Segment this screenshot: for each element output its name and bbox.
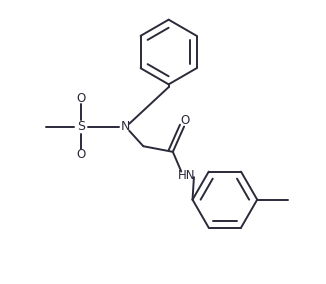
Text: O: O [181, 114, 190, 128]
Text: HN: HN [178, 169, 196, 182]
Text: O: O [77, 148, 86, 161]
Text: O: O [77, 92, 86, 105]
Text: S: S [78, 120, 85, 133]
Text: N: N [120, 120, 130, 133]
